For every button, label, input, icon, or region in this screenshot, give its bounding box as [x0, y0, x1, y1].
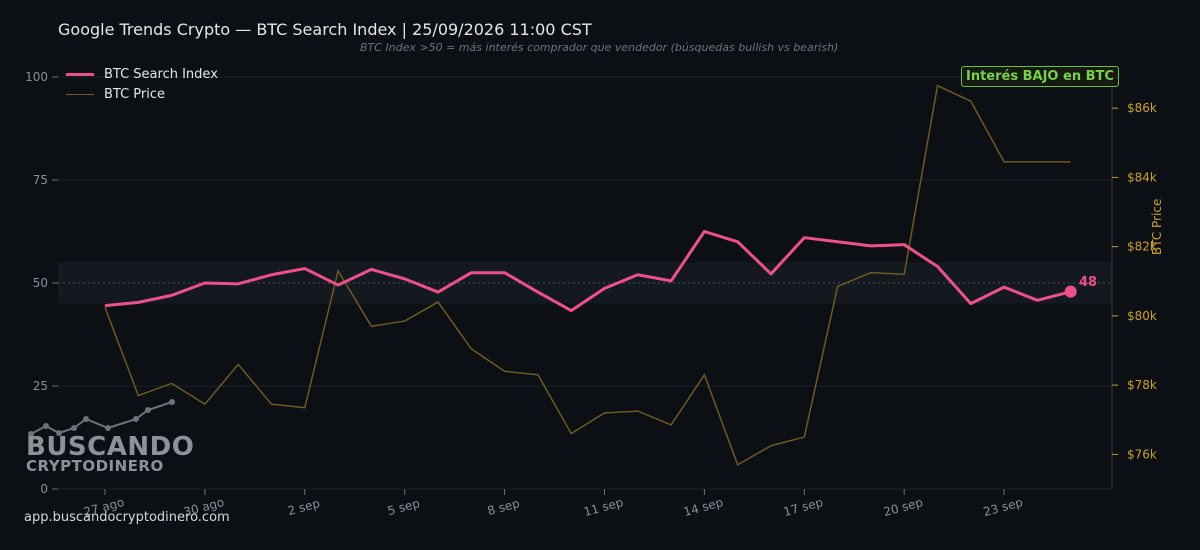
gridlines [58, 76, 1112, 490]
right-tick-label: $76k [1127, 447, 1157, 461]
right-tick-label: $80k [1127, 309, 1157, 323]
left-tick-label: 50 [33, 276, 48, 290]
right-tick-label: $84k [1127, 170, 1157, 184]
legend-item-price: BTC Price [66, 84, 218, 104]
chart-subtitle: BTC Index >50 = más interés comprador qu… [360, 41, 839, 54]
x-tick-label: 2 sep [286, 496, 321, 518]
left-tick-label: 100 [25, 70, 48, 84]
btc-search-index-line [104, 230, 1072, 313]
interest-badge: Interés BAJO en BTC [961, 66, 1119, 87]
legend-item-index: BTC Search Index [66, 64, 218, 84]
right-axis-title: BTC Price [1150, 198, 1164, 255]
right-tick-label: $82k [1127, 240, 1157, 254]
logo-text-line2: CRYPTODINERO [26, 457, 164, 475]
x-tick-label: 17 sep [782, 495, 825, 519]
logo-text-line1: BUSCANDO [26, 432, 195, 462]
btc-price-line [104, 84, 1071, 466]
legend-label-index: BTC Search Index [104, 66, 218, 82]
x-tick-label: 5 sep [386, 496, 421, 518]
left-tick-label: 0 [40, 482, 48, 496]
legend-swatch-price [66, 93, 94, 95]
brand-logo: BUSCANDO CRYPTODINERO [26, 392, 196, 482]
legend-label-price: BTC Price [104, 86, 166, 102]
left-axis-ticks: 0 25 50 75 100 [25, 70, 58, 496]
x-tick-label: 8 sep [486, 496, 521, 518]
footer-url: app.buscandocryptodinero.com [24, 510, 230, 525]
x-tick-label: 20 sep [882, 495, 925, 519]
last-value-label: 48 [1079, 275, 1098, 290]
x-tick-label: 23 sep [982, 495, 1025, 519]
left-tick-label: 25 [33, 379, 48, 393]
legend-swatch-index [66, 72, 94, 76]
left-tick-label: 75 [33, 173, 48, 187]
x-tick-label: 11 sep [582, 495, 625, 519]
legend: BTC Search Index BTC Price [66, 64, 218, 104]
x-tick-label: 14 sep [682, 495, 725, 519]
chart-title: Google Trends Crypto — BTC Search Index … [58, 20, 592, 39]
last-value-dot [1064, 285, 1077, 298]
logo-sparkline-icon [28, 399, 175, 436]
right-axis-ticks: $76k $78k $80k $82k $84k $86k [1111, 67, 1157, 489]
right-tick-label: $78k [1127, 378, 1157, 392]
right-tick-label: $86k [1127, 101, 1157, 115]
